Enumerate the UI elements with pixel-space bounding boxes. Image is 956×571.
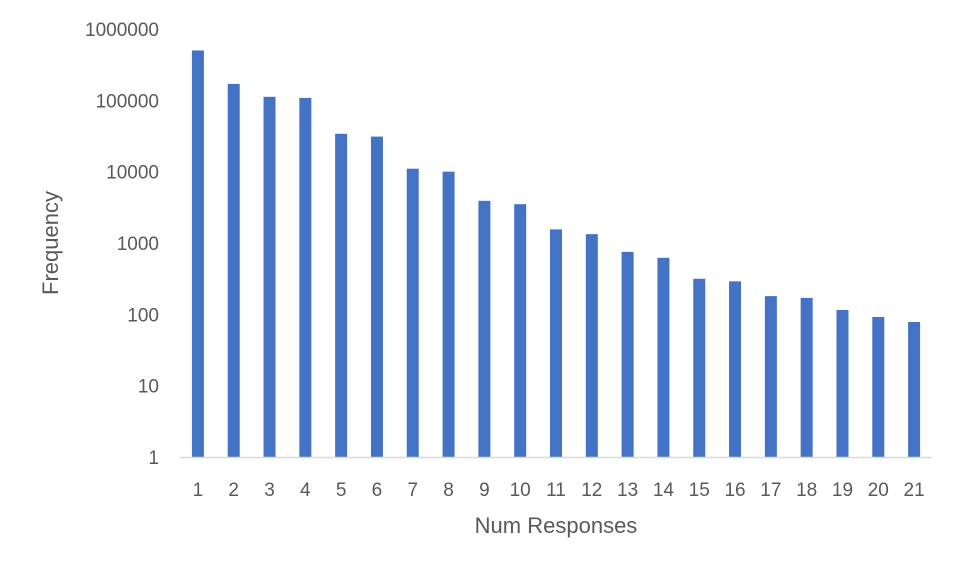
x-tick-label: 5 xyxy=(336,480,347,501)
y-tick-label: 10 xyxy=(138,377,159,398)
bar xyxy=(836,310,849,457)
x-tick-label: 1 xyxy=(193,480,204,501)
x-tick-label: 21 xyxy=(904,480,925,501)
bar xyxy=(872,316,885,457)
x-tick-labels: 1 2 3 4 5 6 7 8 9 10 11 12 13 14 15 16 17 18 19 20 21 xyxy=(193,480,925,501)
bar xyxy=(442,171,455,457)
bar xyxy=(335,133,348,457)
x-tick-label: 14 xyxy=(653,480,675,501)
y-tick-label: 1 xyxy=(148,448,159,469)
bar xyxy=(585,234,598,457)
y-tick-label: 100000 xyxy=(96,91,159,112)
y-tick-label: 1000 xyxy=(117,234,159,255)
y-tick-label: 10000 xyxy=(106,163,159,184)
x-tick-label: 8 xyxy=(443,480,454,501)
x-tick-label: 2 xyxy=(228,480,239,501)
y-tick-labels: 1 10 100 1000 10000 100000 1000000 xyxy=(85,20,159,469)
x-tick-label: 19 xyxy=(832,480,853,501)
bar xyxy=(370,136,383,457)
bar xyxy=(406,168,419,457)
bar xyxy=(550,229,562,457)
x-tick-label: 7 xyxy=(407,480,418,501)
bar xyxy=(227,83,240,457)
x-tick-label: 15 xyxy=(689,480,710,501)
x-tick-label: 12 xyxy=(581,480,602,501)
y-tick-label: 1000000 xyxy=(85,20,159,41)
bar xyxy=(657,257,670,457)
bars xyxy=(191,50,921,458)
bar xyxy=(729,281,742,457)
x-tick-label: 6 xyxy=(372,480,383,501)
bar xyxy=(478,200,491,457)
x-tick-label: 16 xyxy=(724,480,745,501)
x-tick-label: 17 xyxy=(760,480,781,501)
y-tick-label: 100 xyxy=(127,305,159,326)
x-tick-label: 11 xyxy=(546,480,566,501)
x-tick-label: 4 xyxy=(300,480,311,501)
bar xyxy=(263,96,276,457)
y-axis-title: Frequency xyxy=(38,191,63,295)
x-axis-title: Num Responses xyxy=(475,513,638,538)
bar xyxy=(800,297,813,457)
bar xyxy=(693,278,706,457)
bar xyxy=(299,97,312,458)
x-tick-label: 13 xyxy=(617,480,638,501)
bar xyxy=(191,50,204,457)
x-tick-label: 3 xyxy=(264,480,275,501)
bar xyxy=(908,322,921,457)
bar xyxy=(621,251,634,457)
bar xyxy=(514,204,527,457)
x-tick-label: 20 xyxy=(868,480,889,501)
x-tick-label: 18 xyxy=(796,480,817,501)
x-tick-label: 9 xyxy=(479,480,490,501)
x-tick-label: 10 xyxy=(510,480,531,501)
bar xyxy=(764,296,777,457)
